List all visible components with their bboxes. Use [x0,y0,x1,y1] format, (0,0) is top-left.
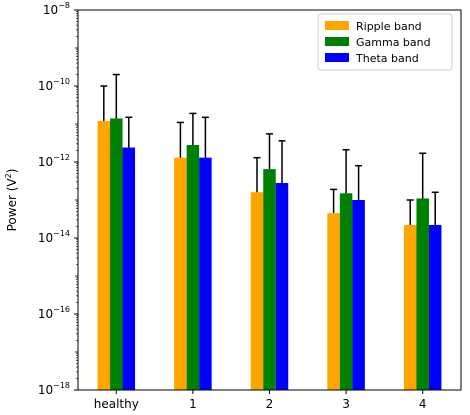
legend-frame [317,13,453,71]
y-tick-label: 10−18 [38,381,70,397]
legend-swatch [325,37,349,46]
x-tick-label: 4 [419,397,427,411]
bars-layer [97,118,442,390]
x-tick-label: healthy [94,397,139,411]
y-axis-label: Power (V2) [4,169,19,232]
y-tick-label: 10−8 [43,1,70,17]
legend-entry-label: Ripple band [356,20,422,33]
bar [339,193,353,390]
bar [327,213,340,390]
bar [97,120,111,390]
x-tick-label: 1 [189,397,197,411]
bar [122,147,136,390]
y-tick-base: 10 [38,307,53,321]
y-tick-base: 10 [43,3,58,17]
x-axis: healthy 1 2 3 4 [94,390,427,411]
y-tick-exponent: −10 [53,77,70,86]
bar [250,192,264,390]
y-tick-base: 10 [38,79,53,93]
legend: Ripple band Gamma band Theta band [317,13,453,71]
x-tick-label: 2 [266,397,274,411]
bar [199,157,212,390]
bar [416,198,429,390]
y-tick-base: 10 [38,231,53,245]
bar [263,169,276,390]
y-tick-exponent: −8 [58,1,70,10]
x-tick-label: 3 [342,397,350,411]
y-tick-label: 10−12 [38,153,70,169]
y-tick-exponent: −16 [53,305,70,314]
legend-entry-label: Gamma band [356,36,431,49]
y-tick-label: 10−16 [38,305,70,321]
y-tick-base: 10 [38,155,53,169]
bar [403,224,417,390]
y-axis-label-main: Power (V [5,178,19,232]
y-tick-label: 10−10 [38,77,70,93]
bar [174,157,187,390]
legend-entry-label: Theta band [355,52,419,65]
bar [186,145,200,390]
bar [428,224,442,390]
error-bars-layer [100,73,439,225]
legend-swatch [325,21,349,30]
y-axis-label-superscript: 2 [4,173,13,178]
y-tick-exponent: −12 [53,153,70,162]
bar [110,118,123,390]
legend-swatch [325,53,349,62]
y-tick-base: 10 [38,383,53,397]
y-axis-label-close: ) [5,169,19,174]
y-tick-label: 10−14 [38,229,70,245]
bar [275,183,289,390]
y-tick-exponent: −18 [53,381,70,390]
bar [352,200,365,390]
y-tick-exponent: −14 [53,229,70,238]
